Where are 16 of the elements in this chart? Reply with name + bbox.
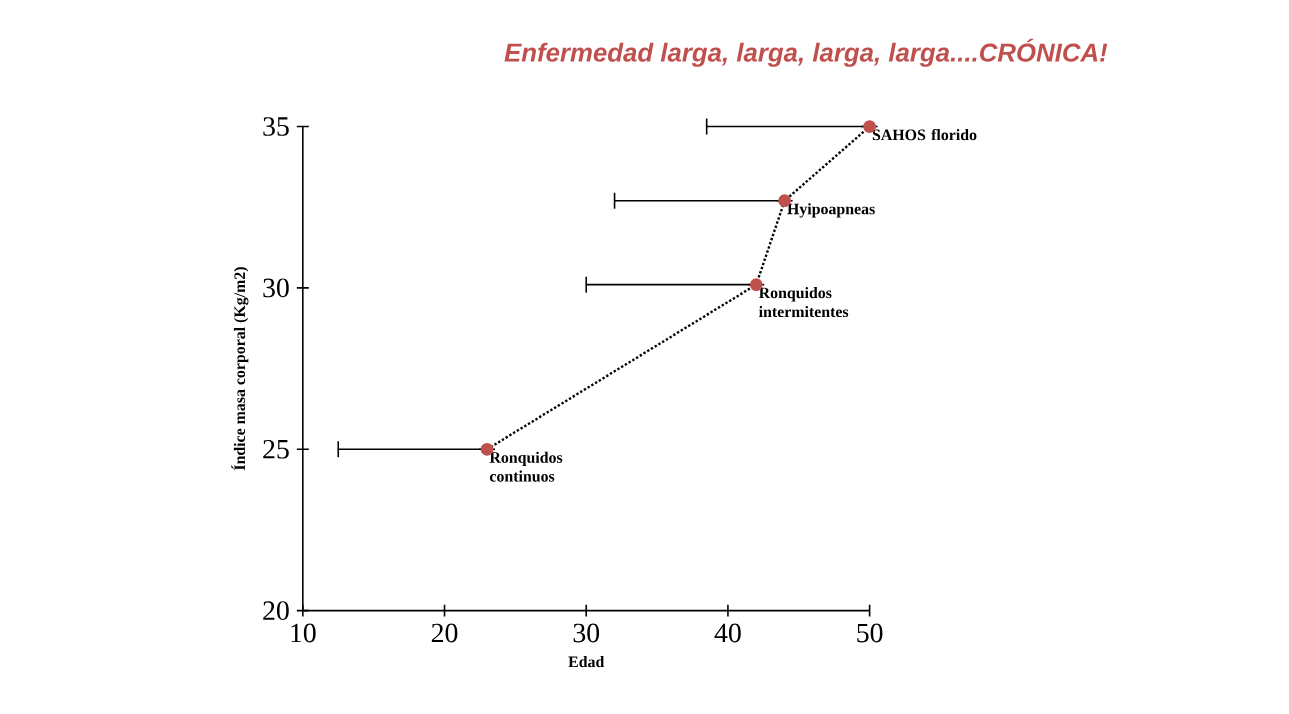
chart-title: Enfermedad larga, larga, larga, larga....CRÓNICA! [504, 38, 1108, 67]
y-tick-label: 20 [263, 601, 289, 620]
annotation: SAHOS florido [872, 128, 977, 141]
y-tick-label: 25 [263, 439, 289, 459]
x-tick-label: 40 [714, 623, 741, 643]
annotation: Ronquidos intermitentes [758, 286, 849, 317]
y-tick-label: 35 [263, 117, 289, 136]
annotation: Hyipoapneas [787, 203, 875, 218]
y-tick-label: 30 [263, 278, 289, 298]
annotation: Ronquidos continuos [489, 451, 563, 482]
x-axis-title: Edad [568, 655, 605, 668]
x-tick-label: 30 [573, 623, 600, 643]
x-tick-label: 50 [857, 623, 883, 643]
y-axis-title: Índice masa corporal (Kg/m2) [231, 267, 249, 471]
x-tick-label: 20 [431, 623, 458, 643]
x-tick-label: 10 [291, 623, 316, 643]
